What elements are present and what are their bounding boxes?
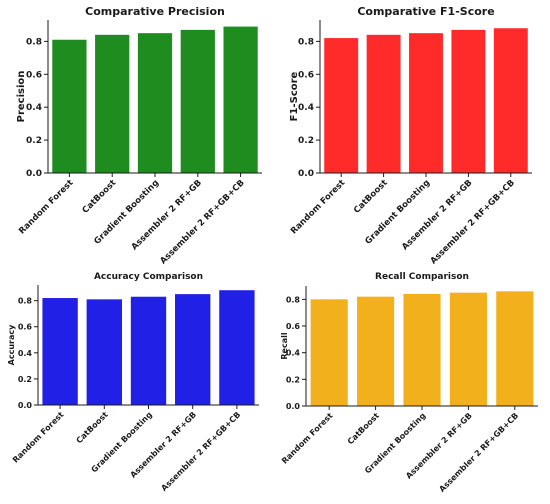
bar-1 bbox=[52, 39, 87, 173]
x-tick-label: Random Forest bbox=[289, 178, 347, 236]
y-tick-label: 0.0 bbox=[18, 401, 33, 410]
y-axis-label: F1-Score bbox=[289, 71, 300, 121]
y-tick-label: 0.0 bbox=[26, 169, 42, 179]
x-tick-label: Assembler 2 RF+GB bbox=[130, 178, 204, 252]
bar-5 bbox=[496, 291, 534, 406]
y-tick-label: 0.6 bbox=[26, 70, 42, 80]
x-tick-label: Random Forest bbox=[17, 178, 75, 236]
bar-5 bbox=[493, 28, 528, 174]
bar-3 bbox=[130, 296, 167, 405]
bar-2 bbox=[86, 299, 122, 405]
x-tick-label: Assembler 2 RF+GB+CB bbox=[437, 411, 520, 494]
chart-panel-2: Comparative F1-Score F1-Score 0.0 0.2 0.4 0.6… bbox=[289, 5, 532, 266]
x-tick-label: Random Forest bbox=[280, 411, 335, 466]
bar-4 bbox=[180, 29, 215, 173]
y-tick-label: 0.8 bbox=[18, 297, 33, 306]
y-tick-label: 0.8 bbox=[298, 37, 314, 47]
bar-5 bbox=[223, 26, 258, 174]
x-tick-label: CatBoost bbox=[81, 178, 119, 216]
bar-4 bbox=[175, 294, 211, 405]
bar-4 bbox=[449, 292, 487, 406]
chart-title: Recall Comparison bbox=[375, 272, 469, 282]
chart-title: Comparative Precision bbox=[85, 5, 225, 18]
y-tick-label: 0.4 bbox=[18, 349, 33, 358]
y-tick-label: 0.2 bbox=[18, 375, 32, 384]
y-tick-label: 0.4 bbox=[298, 103, 314, 113]
bar-1 bbox=[324, 38, 359, 174]
x-tick-label: Assembler 2 RF+GB+CB bbox=[159, 410, 242, 493]
y-tick-label: 0.8 bbox=[286, 295, 301, 304]
bar-5 bbox=[219, 290, 255, 405]
chart-panel-3: Accuracy Comparison Accuracy 0.0 0.2 0.4 0.6 0… bbox=[7, 272, 259, 493]
x-tick-label: CatBoost bbox=[75, 410, 110, 445]
x-tick-label: Random Forest bbox=[11, 410, 66, 465]
chart-panel-1: Comparative Precision Precision 0.0 0.2 0.4 0… bbox=[16, 5, 262, 266]
y-tick-label: 0.2 bbox=[26, 136, 42, 146]
y-axis-label: Recall bbox=[280, 332, 289, 359]
bar-1 bbox=[42, 298, 78, 405]
y-tick-label: 0.6 bbox=[18, 323, 33, 332]
x-tick-label: Assembler 2 RF+GB bbox=[400, 178, 474, 252]
bar-3 bbox=[409, 33, 443, 174]
chart-panel-4: Recall Comparison Recall 0.0 0.2 0.4 0.6 0.8 Ra… bbox=[280, 272, 538, 494]
x-tick-label: Assembler 2 RF+GB+CB bbox=[158, 178, 246, 266]
bar-4 bbox=[451, 29, 486, 173]
chart-title: Accuracy Comparison bbox=[94, 272, 203, 282]
x-tick-label: Assembler 2 RF+GB+CB bbox=[429, 178, 517, 266]
bar-1 bbox=[310, 299, 348, 406]
x-tick-label: CatBoost bbox=[352, 178, 390, 216]
bar-3 bbox=[137, 33, 173, 174]
y-tick-label: 0.6 bbox=[298, 70, 314, 80]
bar-3 bbox=[403, 294, 441, 406]
chart-title: Comparative F1-Score bbox=[357, 5, 494, 18]
y-tick-label: 0.4 bbox=[26, 103, 42, 113]
y-tick-label: 0.6 bbox=[286, 322, 301, 331]
bar-2 bbox=[357, 296, 395, 406]
y-tick-label: 0.0 bbox=[298, 169, 314, 179]
y-tick-label: 0.2 bbox=[286, 375, 300, 384]
bar-2 bbox=[95, 34, 130, 173]
bar-2 bbox=[366, 34, 401, 173]
y-axis-label: Precision bbox=[16, 71, 27, 123]
x-tick-label: CatBoost bbox=[346, 411, 381, 446]
y-axis-label: Accuracy bbox=[7, 324, 16, 365]
y-tick-label: 0.2 bbox=[298, 136, 314, 146]
y-tick-label: 0.4 bbox=[286, 349, 301, 358]
y-tick-label: 0.8 bbox=[26, 37, 42, 47]
y-tick-label: 0.0 bbox=[286, 402, 301, 411]
